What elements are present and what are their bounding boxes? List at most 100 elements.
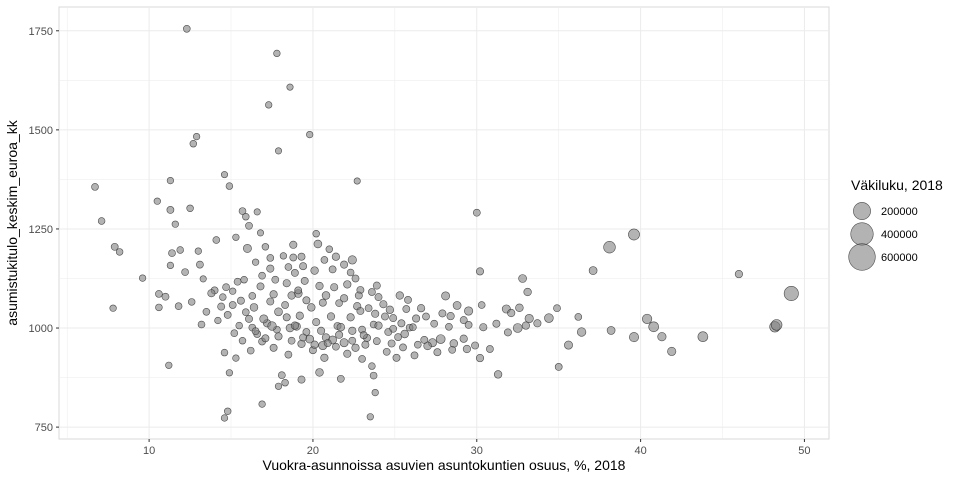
data-point <box>321 291 331 300</box>
data-point <box>289 253 298 262</box>
data-point <box>318 298 327 307</box>
data-point <box>258 400 266 408</box>
data-point <box>245 221 253 230</box>
data-point <box>228 301 237 309</box>
data-point <box>417 304 426 313</box>
data-point <box>317 326 326 335</box>
data-point <box>294 286 303 295</box>
data-point <box>446 312 455 321</box>
major-gridlines <box>59 7 829 439</box>
data-point <box>297 252 306 261</box>
data-point <box>553 304 561 313</box>
legend-key-circle <box>850 222 874 246</box>
data-point <box>281 379 289 387</box>
data-point <box>392 353 401 362</box>
data-point <box>253 208 261 216</box>
data-point <box>284 350 293 359</box>
data-point <box>219 293 227 301</box>
data-point <box>642 313 653 324</box>
data-point <box>240 276 248 284</box>
data-point <box>286 83 294 91</box>
data-point <box>330 283 339 292</box>
data-point <box>267 321 277 331</box>
data-point <box>249 303 259 312</box>
data-point <box>335 330 344 339</box>
plot-panel <box>58 6 830 440</box>
data-point <box>256 229 265 237</box>
data-point <box>479 323 488 332</box>
x-tick-label: 30 <box>471 445 483 457</box>
data-point <box>395 291 404 300</box>
data-point <box>238 337 247 345</box>
data-point <box>207 289 216 298</box>
x-tick-label: 40 <box>634 445 646 457</box>
data-point <box>364 304 373 313</box>
data-point <box>576 327 587 337</box>
data-point <box>155 290 163 298</box>
data-point <box>414 340 422 349</box>
y-axis-ticks: 750 1000 1250 1500 1750 <box>29 26 59 434</box>
data-point <box>445 323 453 331</box>
data-point <box>320 256 329 264</box>
data-point <box>354 291 363 300</box>
data-point <box>225 369 234 377</box>
data-point <box>503 328 512 337</box>
data-point <box>554 363 563 371</box>
data-point <box>284 263 293 271</box>
data-point <box>477 301 486 309</box>
data-point <box>464 306 474 316</box>
data-point <box>359 331 368 340</box>
data-point <box>422 312 430 321</box>
data-point <box>277 371 286 380</box>
data-point <box>279 252 288 260</box>
data-point <box>315 368 324 377</box>
data-point <box>507 308 516 318</box>
data-point <box>186 204 194 213</box>
data-point <box>248 292 257 300</box>
data-point <box>232 233 240 241</box>
data-point <box>168 249 176 257</box>
data-point <box>245 314 253 323</box>
data-point <box>281 301 289 309</box>
data-point <box>265 101 273 109</box>
data-point <box>171 220 179 228</box>
legend-key-circle <box>848 243 876 271</box>
data-point <box>464 321 473 329</box>
data-point <box>274 332 283 341</box>
data-point <box>667 346 677 356</box>
data-point <box>486 345 494 353</box>
data-point <box>176 246 184 254</box>
data-point <box>315 281 324 291</box>
y-tick-label: 1750 <box>29 26 53 38</box>
data-point <box>217 302 226 311</box>
x-axis-title: Vuokra-asunnoissa asuvien asuntokuntien … <box>263 457 626 473</box>
data-point <box>312 230 320 238</box>
data-point <box>404 296 412 304</box>
data-point <box>353 177 361 185</box>
data-point <box>348 326 357 335</box>
data-point <box>97 217 106 225</box>
legend-label: 400000 <box>881 229 918 241</box>
data-point <box>340 260 349 269</box>
data-point <box>282 313 291 322</box>
data-point <box>366 413 374 421</box>
data-point <box>410 351 419 360</box>
data-point <box>282 279 291 288</box>
data-point <box>356 307 365 315</box>
data-point <box>251 327 260 336</box>
data-point <box>274 382 283 390</box>
data-point <box>328 265 337 274</box>
data-point <box>564 340 573 350</box>
data-point <box>197 320 206 329</box>
minor-gridlines <box>59 7 829 439</box>
data-point <box>295 311 304 320</box>
data-point <box>246 346 255 355</box>
data-point <box>462 344 471 354</box>
data-point <box>459 334 468 343</box>
data-point <box>430 319 439 328</box>
data-point <box>161 292 170 301</box>
data-point <box>274 307 283 317</box>
data-point <box>397 319 406 328</box>
data-point <box>266 297 275 306</box>
